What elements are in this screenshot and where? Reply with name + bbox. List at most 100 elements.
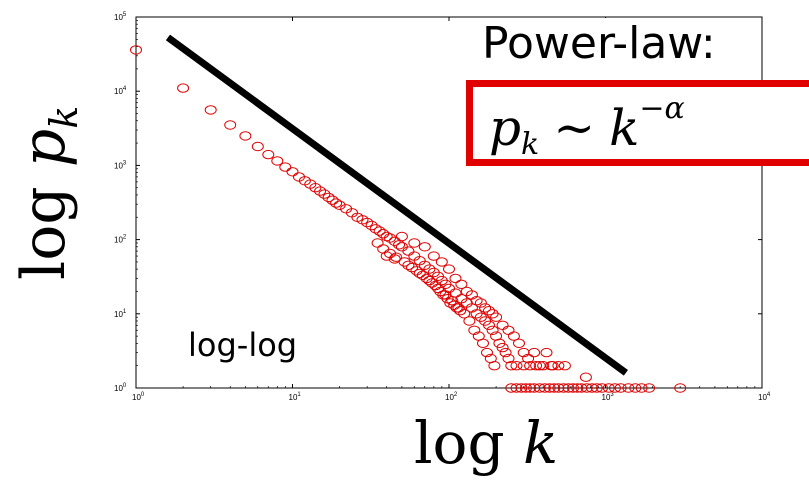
data-point [418,242,431,252]
data-point [326,195,339,205]
data-point [443,264,455,274]
data-point [674,383,687,393]
data-point [505,383,518,393]
data-point [410,266,423,276]
data-point [524,361,537,371]
data-point [463,316,476,326]
data-point [596,383,608,393]
data-point [533,383,546,393]
data-point [643,383,656,393]
data-point [393,240,406,250]
data-point [429,280,442,291]
data-point [384,233,396,243]
data-point [522,353,535,364]
data-point [552,383,565,393]
data-point [474,298,487,308]
data-point [224,120,237,130]
data-point [609,383,621,393]
power-law-fit-line [165,34,628,376]
data-point [507,331,520,341]
data-point [579,372,592,382]
data-point [483,320,495,330]
data-point [373,226,386,236]
data-point [423,264,436,274]
y-tick-label: 105 [114,12,127,22]
x-axis-label: log k [414,414,558,472]
y-tick-label: 102 [114,235,127,245]
data-point [365,220,378,231]
data-point [586,383,598,393]
data-point [448,300,461,310]
data-point [406,262,418,273]
data-point [398,257,411,267]
y-tick-label: 103 [114,160,127,170]
data-point [395,231,408,242]
data-point [377,244,390,254]
data-point [435,257,448,267]
data-point [413,268,426,279]
data-point [590,383,603,393]
data-point [499,347,512,358]
data-point [505,361,518,371]
data-point [481,347,493,358]
data-point [629,383,642,393]
data-point [571,383,584,393]
data-point [546,361,559,371]
data-point [548,383,561,393]
x-tick-label: 104 [758,392,771,402]
power-law-title: Power-law: [478,18,720,69]
power-law-formula-box: pk ~ k−α [466,80,809,166]
data-point [416,270,429,280]
data-point [262,149,275,160]
data-point [450,303,463,313]
data-point [371,238,384,248]
data-point [239,131,252,141]
data-point [314,186,327,196]
data-point [204,105,217,115]
data-point [390,252,403,262]
data-point [388,236,401,247]
formula-lhs-sub: k [521,127,540,162]
data-point [483,306,495,316]
data-point [380,231,393,242]
data-point [309,183,322,193]
data-point [470,309,483,319]
data-point [517,347,530,358]
data-point [477,338,489,348]
data-point [567,383,579,393]
data-point [614,383,627,393]
data-point [513,338,525,348]
data-point [537,361,550,371]
data-point [519,383,532,393]
y-axis-label-sub: k [42,105,86,129]
data-point [496,342,509,353]
x-axis-label-var: k [523,409,559,477]
data-point [488,361,501,371]
data-point [502,325,515,335]
data-point [455,279,468,289]
x-tick-label: 101 [289,392,302,402]
x-tick-label: 103 [602,392,615,402]
data-point [486,325,499,335]
data-point [502,353,515,364]
data-point [524,383,537,393]
data-point [486,309,499,319]
data-point [441,294,454,304]
data-point [552,361,565,371]
data-point [408,238,421,248]
x-tick-label: 102 [445,392,458,402]
data-point [361,217,374,228]
data-point [602,383,615,393]
data-point [402,246,415,256]
data-point [622,383,635,393]
formula-rhs-sup: −α [639,91,685,126]
y-tick-label: 101 [114,309,127,319]
data-point [458,309,471,319]
data-point [286,167,299,177]
data-point [271,156,284,166]
x-tick-label: 100 [132,392,145,402]
loglog-annotation: log-log [188,326,298,364]
x-axis-label-prefix: log [414,409,505,477]
data-point [423,275,436,286]
